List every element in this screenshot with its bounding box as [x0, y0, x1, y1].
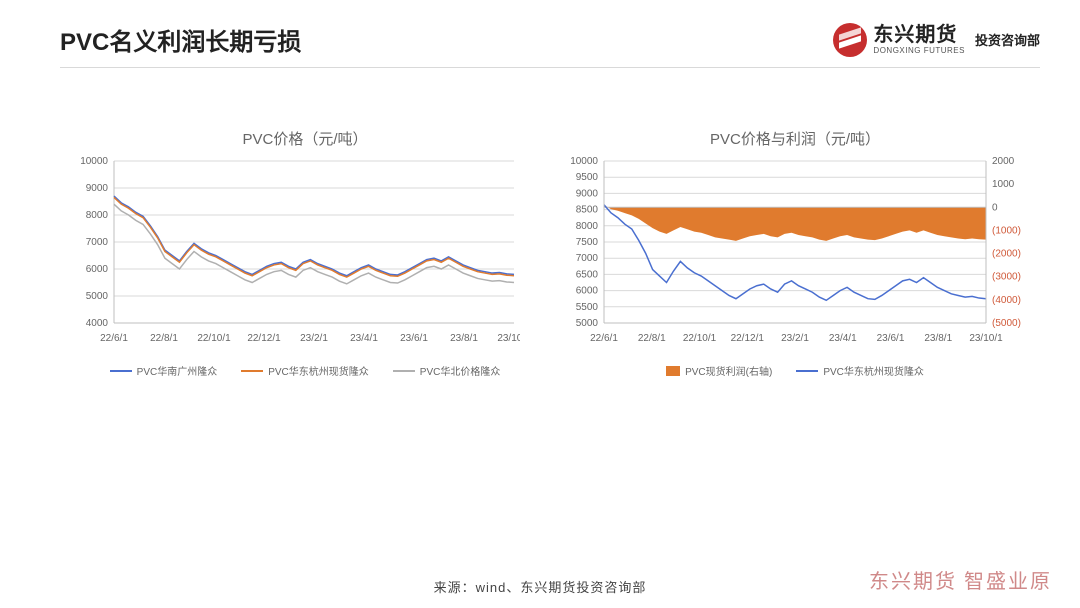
svg-text:(1000): (1000)	[992, 225, 1021, 236]
svg-text:8500: 8500	[576, 205, 599, 216]
watermark: 东兴期货 智盛业原	[869, 565, 1052, 594]
charts-row: PVC价格（元/吨） 40005000600070008000900010000…	[0, 68, 1080, 378]
svg-text:23/2/1: 23/2/1	[781, 333, 809, 344]
svg-text:22/10/1: 22/10/1	[197, 333, 231, 344]
svg-text:22/8/1: 22/8/1	[638, 333, 666, 344]
svg-text:23/10/1: 23/10/1	[497, 333, 520, 344]
svg-text:6000: 6000	[576, 286, 599, 297]
legend-item: PVC华东杭州现货隆众	[241, 363, 369, 378]
svg-text:22/12/1: 22/12/1	[731, 333, 765, 344]
svg-text:9000: 9000	[86, 183, 109, 194]
svg-text:22/10/1: 22/10/1	[683, 333, 717, 344]
legend-item: PVC华北价格隆众	[393, 363, 501, 378]
brand-dept: 投资咨询部	[975, 30, 1040, 49]
svg-text:(3000): (3000)	[992, 272, 1021, 283]
brand-block: 东兴期货 DONGXING FUTURES 投资咨询部	[833, 23, 1040, 57]
svg-text:23/4/1: 23/4/1	[829, 333, 857, 344]
svg-text:0: 0	[992, 202, 998, 213]
brand-name-cn: 东兴期货	[873, 25, 965, 45]
svg-text:7500: 7500	[576, 237, 599, 248]
legend-item: PVC华东杭州现货隆众	[796, 363, 924, 378]
svg-text:23/8/1: 23/8/1	[450, 333, 478, 344]
page-title: PVC名义利润长期亏损	[60, 22, 301, 57]
chart-left: PVC价格（元/吨） 4000 5000 6000 7000 8000 9000 10000…	[70, 128, 540, 378]
svg-text:5000: 5000	[576, 318, 599, 329]
svg-text:9000: 9000	[576, 188, 599, 199]
legend-item: PVC华南广州隆众	[110, 363, 218, 378]
svg-text:10000: 10000	[80, 157, 108, 167]
chart-left-legend: PVC华南广州隆众 PVC华东杭州现货隆众 PVC华北价格隆众	[70, 363, 540, 378]
svg-text:4000: 4000	[86, 318, 109, 329]
chart-left-svg: 4000 5000 6000 7000 8000 9000 10000 22/6/1 22/8/…	[70, 157, 520, 347]
svg-text:5000: 5000	[86, 291, 109, 302]
brand-logo-icon	[833, 23, 867, 57]
svg-text:22/6/1: 22/6/1	[590, 333, 618, 344]
brand-name-en: DONGXING FUTURES	[873, 47, 965, 55]
svg-text:8000: 8000	[86, 210, 109, 221]
svg-text:5500: 5500	[576, 302, 599, 313]
svg-text:1000: 1000	[992, 179, 1015, 190]
svg-text:9500: 9500	[576, 172, 599, 183]
svg-text:23/10/1: 23/10/1	[969, 333, 1003, 344]
chart-right-svg: 5000 5500 6000 6500 7000 7500 8000 8500 9000 9500…	[560, 157, 1030, 347]
svg-text:7000: 7000	[576, 253, 599, 264]
svg-text:23/6/1: 23/6/1	[400, 333, 428, 344]
svg-text:6000: 6000	[86, 264, 109, 275]
svg-text:(5000): (5000)	[992, 318, 1021, 329]
svg-text:22/6/1: 22/6/1	[100, 333, 128, 344]
brand-text: 东兴期货 DONGXING FUTURES	[873, 25, 965, 55]
svg-text:23/2/1: 23/2/1	[300, 333, 328, 344]
svg-text:23/8/1: 23/8/1	[924, 333, 952, 344]
header: PVC名义利润长期亏损 东兴期货 DONGXING FUTURES 投资咨询部	[0, 0, 1080, 67]
svg-text:22/8/1: 22/8/1	[150, 333, 178, 344]
svg-text:(2000): (2000)	[992, 249, 1021, 260]
legend-item: PVC现货利润(右轴)	[666, 363, 772, 378]
svg-text:6500: 6500	[576, 269, 599, 280]
svg-text:7000: 7000	[86, 237, 109, 248]
svg-text:8000: 8000	[576, 221, 599, 232]
svg-text:(4000): (4000)	[992, 295, 1021, 306]
chart-right: PVC价格与利润（元/吨） 5000 5500 6000 6500 7000 7500 80…	[560, 128, 1030, 378]
chart-left-title: PVC价格（元/吨）	[70, 128, 540, 149]
chart-right-legend: PVC现货利润(右轴) PVC华东杭州现货隆众	[560, 363, 1030, 378]
svg-text:22/12/1: 22/12/1	[247, 333, 281, 344]
svg-text:10000: 10000	[570, 157, 598, 167]
chart-right-title: PVC价格与利润（元/吨）	[560, 128, 1030, 149]
svg-text:2000: 2000	[992, 157, 1015, 167]
svg-text:23/4/1: 23/4/1	[350, 333, 378, 344]
svg-text:23/6/1: 23/6/1	[877, 333, 905, 344]
